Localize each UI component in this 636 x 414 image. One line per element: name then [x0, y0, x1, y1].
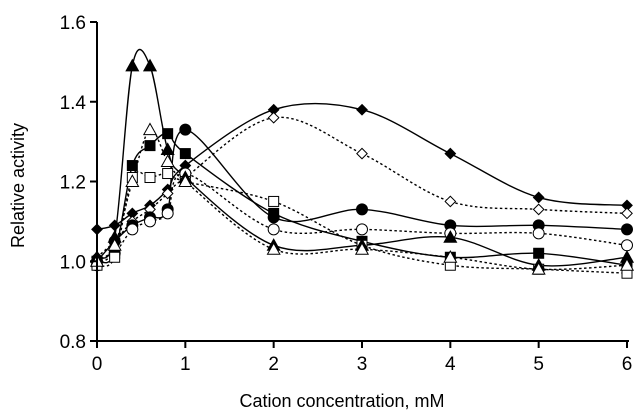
data-point [269, 196, 279, 206]
series-markers [91, 60, 633, 279]
data-point [357, 148, 367, 158]
data-point [145, 173, 155, 183]
y-tick-label: 0.8 [60, 332, 86, 353]
data-point [127, 161, 137, 171]
x-tick-label: 1 [180, 354, 191, 375]
data-point [357, 204, 368, 215]
data-point [533, 228, 544, 239]
data-point [126, 60, 138, 71]
series-line-6 [97, 172, 627, 273]
data-point [163, 169, 173, 179]
data-point [145, 141, 155, 151]
series-points-8 [91, 123, 633, 274]
y-tick-label: 1.4 [60, 93, 87, 114]
x-tick-label: 6 [622, 354, 633, 375]
data-point [161, 143, 173, 154]
data-point [268, 113, 278, 123]
data-point [144, 123, 156, 134]
data-point [180, 124, 191, 135]
x-tick-label: 3 [357, 354, 368, 375]
data-point [622, 208, 632, 218]
data-point [269, 208, 279, 218]
data-point [127, 224, 138, 235]
data-point [445, 148, 455, 158]
y-tick-label: 1.2 [60, 173, 86, 194]
data-point [534, 248, 544, 258]
axes [97, 22, 629, 341]
x-tick-label: 4 [445, 354, 456, 375]
series-layer [91, 49, 633, 278]
data-point [162, 208, 173, 219]
x-axis-title: Cation concentration, mM [239, 391, 444, 411]
data-point [533, 204, 543, 214]
x-tick-label: 5 [533, 354, 544, 375]
x-tick-label: 2 [268, 354, 279, 375]
data-point [163, 129, 173, 139]
data-point [110, 252, 120, 262]
y-axis-title: Relative activity [8, 123, 28, 248]
data-point [622, 224, 633, 235]
data-point [357, 224, 368, 235]
x-tick-label: 0 [92, 354, 103, 375]
y-tick-label: 1.6 [60, 13, 86, 34]
data-point [268, 224, 279, 235]
data-point [109, 220, 119, 230]
data-point [533, 192, 543, 202]
data-point [145, 216, 156, 227]
data-point [445, 196, 455, 206]
data-point [622, 240, 633, 251]
y-tick-label: 1.0 [60, 252, 86, 273]
data-point [180, 149, 190, 159]
data-point [357, 105, 367, 115]
data-point [144, 60, 156, 71]
